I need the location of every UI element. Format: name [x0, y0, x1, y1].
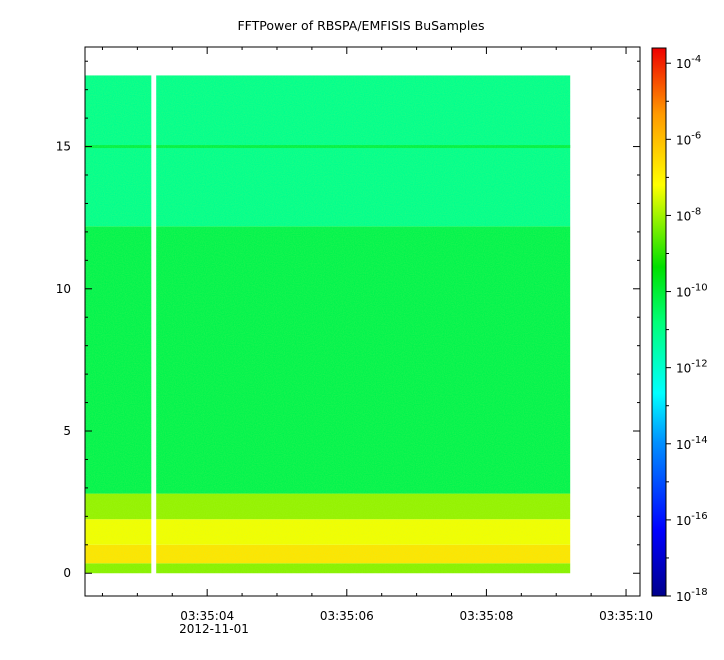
- y-axis: 0 5 10 15: [56, 60, 640, 580]
- y-tick-label: 10: [56, 282, 71, 296]
- y-tick-label: 5: [63, 424, 71, 438]
- colorbar-tick-label: 10-6: [676, 130, 701, 147]
- colorbar-tick-label: 10-18: [676, 587, 708, 604]
- heatmap-texture: [85, 75, 571, 574]
- colorbar: [651, 47, 667, 597]
- x-tick-label: 03:35:08: [459, 609, 513, 623]
- y-tick-label: 15: [56, 140, 71, 154]
- y-tick-label: 0: [63, 566, 71, 580]
- x-tick-label: 03:35:04: [180, 609, 234, 623]
- plot-frame: [84, 46, 641, 597]
- x-tick-label: 03:35:06: [320, 609, 374, 623]
- chart-title: FFTPower of RBSPA/EMFISIS BuSamples: [237, 18, 484, 33]
- x-axis-date-label: 2012-11-01: [179, 622, 249, 636]
- colorbar-tick-label: 10-16: [676, 511, 708, 528]
- data-gap: [151, 74, 157, 575]
- data-gap-strip: [151, 74, 157, 575]
- colorbar-tick-label: 10-10: [676, 283, 708, 300]
- colorbar-tick-label: 10-12: [676, 359, 708, 376]
- colorbar-tick-label: 10-8: [676, 206, 701, 223]
- colorbar-tick-label: 10-4: [676, 54, 701, 71]
- x-axis: 03:35:04 03:35:06 03:35:08 03:35:10: [101, 47, 653, 623]
- x-tick-label: 03:35:10: [599, 609, 653, 623]
- colorbar-axis: 10-18 10-16 10-14 10-12 10-10 10-8 10-6 10-4: [666, 54, 708, 604]
- colorbar-tick-label: 10-14: [676, 435, 708, 452]
